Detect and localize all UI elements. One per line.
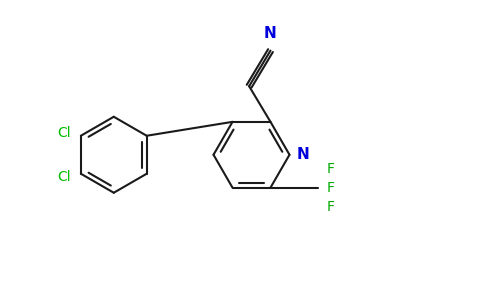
Text: Cl: Cl — [58, 126, 71, 140]
Text: F: F — [327, 181, 334, 195]
Text: N: N — [297, 147, 309, 162]
Text: N: N — [264, 26, 277, 41]
Text: Cl: Cl — [58, 169, 71, 184]
Text: F: F — [327, 200, 334, 214]
Text: F: F — [327, 162, 334, 176]
